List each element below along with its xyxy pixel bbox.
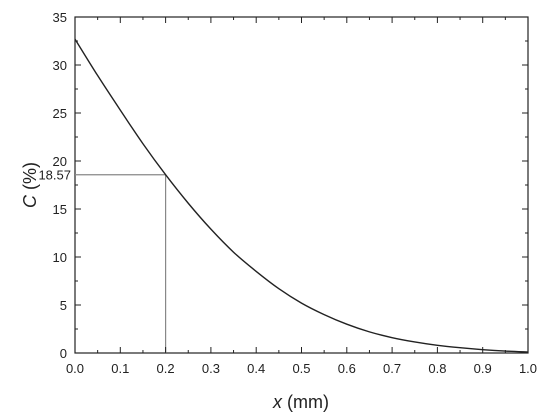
- x-axis-label: x (mm): [272, 392, 329, 412]
- x-tick-label: 1.0: [519, 361, 537, 376]
- y-tick-label: 15: [53, 202, 67, 217]
- x-tick-label: 0.0: [66, 361, 84, 376]
- annotation-group: 18.57: [38, 168, 167, 353]
- x-tick-label: 0.3: [202, 361, 220, 376]
- x-tick-label: 0.6: [338, 361, 356, 376]
- annotation-label: 18.57: [38, 168, 71, 183]
- x-tick-label: 0.7: [383, 361, 401, 376]
- x-tick-label: 0.9: [474, 361, 492, 376]
- x-axis-ticks: 0.0 0.1 0.2 0.3 0.4 0.5 0.6 0.7 0.8 0.9 1.0: [66, 17, 537, 376]
- y-tick-label: 5: [60, 298, 67, 313]
- y-tick-label: 10: [53, 250, 67, 265]
- x-tick-label: 0.4: [247, 361, 265, 376]
- x-tick-label: 0.5: [292, 361, 310, 376]
- y-axis-label: C (%): [20, 162, 40, 208]
- series-line: [74, 38, 529, 353]
- x-tick-label: 0.1: [111, 361, 129, 376]
- y-tick-label: 25: [53, 106, 67, 121]
- y-tick-label: 35: [53, 10, 67, 25]
- y-axis-ticks: 0 5 10 15 20 25 30 35: [53, 10, 528, 361]
- y-tick-label: 20: [53, 154, 67, 169]
- y-tick-label: 0: [60, 346, 67, 361]
- y-tick-label: 30: [53, 58, 67, 73]
- series-group: [74, 38, 529, 353]
- x-tick-label: 0.8: [428, 361, 446, 376]
- x-tick-label: 0.2: [157, 361, 175, 376]
